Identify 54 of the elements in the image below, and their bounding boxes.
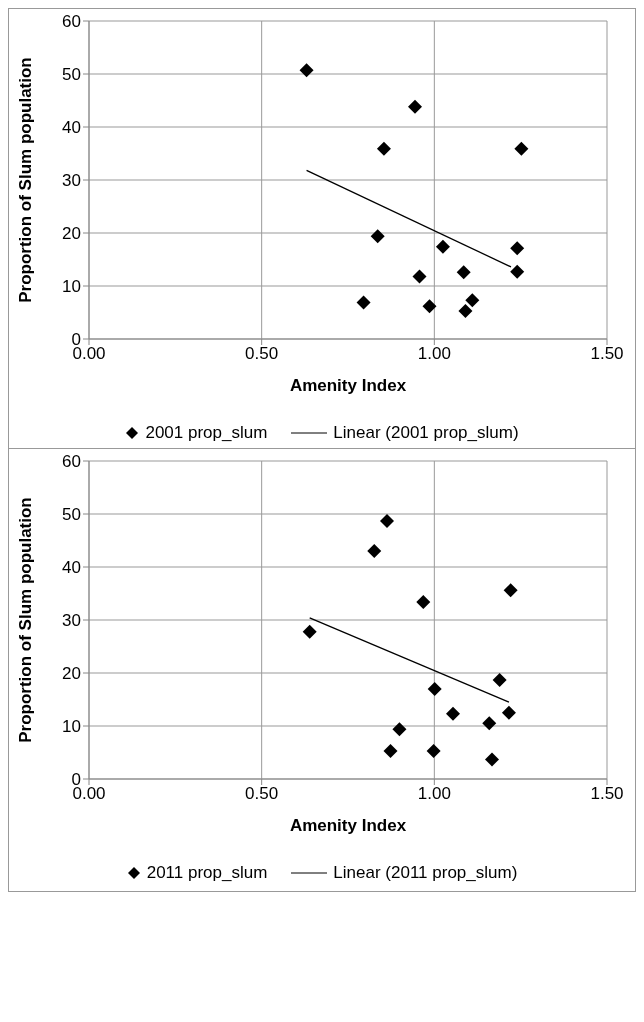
y-tick-label: 10 — [62, 717, 81, 737]
x-tick-label: 1.00 — [417, 784, 451, 804]
point — [392, 722, 407, 737]
y-tick-label: 30 — [62, 611, 81, 631]
x-tick-label: 1.50 — [590, 344, 624, 364]
y-tick-label: 30 — [62, 171, 81, 191]
point — [465, 293, 480, 308]
x-tick-label: 0.50 — [245, 784, 279, 804]
legend-label: 2011 prop_slum — [146, 863, 268, 883]
y-tick-label: 20 — [62, 664, 81, 684]
y-tick-label: 10 — [62, 277, 81, 297]
x-tick-label: 1.00 — [417, 344, 451, 364]
point — [356, 295, 371, 310]
point — [302, 624, 317, 639]
point — [426, 743, 441, 758]
point — [445, 706, 460, 721]
point — [501, 705, 516, 720]
y-tick-label: 40 — [62, 558, 81, 578]
legend-label: Linear (2001 prop_slum) — [333, 423, 519, 443]
point — [510, 264, 525, 279]
point — [427, 681, 442, 696]
point — [383, 743, 398, 758]
point — [422, 299, 437, 314]
y-axis-title: Proportion of Slum population — [16, 497, 36, 743]
y-tick-label: 40 — [62, 118, 81, 138]
point — [514, 141, 529, 156]
y-tick-label: 50 — [62, 505, 81, 525]
x-axis-title: Amenity Index — [289, 816, 407, 835]
point — [416, 594, 431, 609]
point — [435, 239, 450, 254]
point — [299, 63, 314, 78]
x-axis-title: Amenity Index — [289, 376, 407, 395]
x-tick-label: 1.50 — [590, 784, 624, 804]
point — [407, 99, 422, 114]
point — [492, 672, 507, 687]
point — [412, 269, 427, 284]
y-tick-label: 50 — [62, 65, 81, 85]
y-tick-label: 60 — [62, 12, 81, 32]
y-tick-label: 60 — [62, 452, 81, 472]
point — [367, 544, 382, 559]
point — [485, 752, 499, 767]
point — [456, 265, 471, 280]
point — [458, 303, 473, 318]
legend-label: 2001 prop_slum — [145, 423, 268, 443]
x-tick-label: 0.50 — [245, 344, 279, 364]
y-axis-title: Proportion of Slum population — [16, 57, 36, 303]
point — [503, 583, 518, 598]
point — [376, 141, 391, 156]
point — [380, 513, 395, 528]
legend-label: Linear (2011 prop_slum) — [333, 863, 518, 883]
point — [370, 229, 385, 244]
point — [510, 241, 525, 256]
y-tick-label: 20 — [62, 224, 81, 244]
point — [482, 716, 497, 731]
